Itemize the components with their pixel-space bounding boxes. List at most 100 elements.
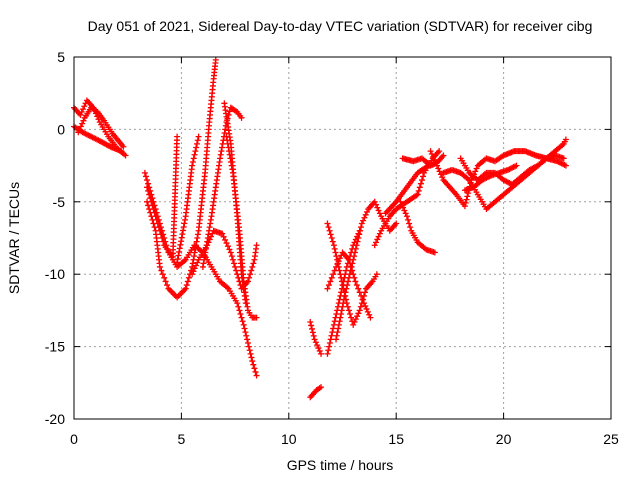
data-point: [190, 155, 197, 162]
data-point: [192, 148, 199, 155]
data-point: [435, 165, 442, 172]
data-point: [150, 206, 157, 213]
data-point: [344, 282, 351, 289]
data-point: [193, 140, 200, 147]
data-point: [190, 268, 197, 275]
data-point: [398, 201, 405, 208]
data-point: [406, 220, 413, 227]
data-point: [373, 201, 380, 208]
data-point: [157, 231, 164, 238]
data-point: [146, 191, 153, 198]
data-point: [354, 313, 361, 320]
data-point: [371, 198, 378, 205]
data-point: [189, 271, 196, 278]
data-point: [434, 162, 441, 169]
data-point: [81, 103, 88, 110]
data-point: [236, 307, 243, 314]
series-arc-22: [427, 148, 569, 210]
data-point: [174, 133, 181, 140]
data-point: [403, 213, 410, 220]
data-point: [174, 256, 181, 263]
data-point: [145, 180, 152, 187]
data-point: [182, 216, 189, 223]
data-point: [326, 343, 333, 350]
x-tick-label: 15: [388, 431, 404, 447]
data-point: [331, 267, 338, 274]
data-point: [179, 288, 186, 295]
data-point: [181, 220, 188, 227]
data-point: [356, 231, 363, 238]
data-point: [242, 300, 249, 307]
y-tick-label: -15: [45, 339, 65, 355]
data-point: [246, 274, 253, 281]
data-point: [308, 325, 315, 332]
data-point: [307, 318, 314, 325]
data-point: [239, 318, 246, 325]
data-point: [229, 256, 236, 263]
data-point: [228, 253, 235, 260]
data-point: [354, 238, 361, 245]
data-point: [243, 332, 250, 339]
data-point: [147, 195, 154, 202]
data-point: [238, 314, 245, 321]
series-arc-6: [144, 133, 181, 260]
data-point: [174, 259, 181, 266]
series-arc-7: [174, 133, 202, 266]
data-point: [338, 307, 345, 314]
data-point: [106, 143, 113, 150]
data-point: [120, 143, 127, 150]
series-arc-11: [221, 100, 249, 307]
data-point: [176, 248, 183, 255]
data-point: [171, 291, 178, 298]
data-point: [407, 224, 414, 231]
x-tick-label: 10: [281, 431, 297, 447]
data-point: [326, 227, 333, 234]
data-point: [234, 300, 241, 307]
data-point: [231, 260, 238, 267]
data-point: [345, 307, 352, 314]
data-point: [250, 260, 257, 267]
data-point: [235, 303, 242, 310]
data-point: [355, 235, 362, 241]
data-point: [174, 294, 181, 301]
data-point: [325, 282, 332, 289]
data-point: [347, 311, 354, 318]
x-tick-label: 5: [178, 431, 186, 447]
data-point: [348, 263, 355, 270]
data-point: [242, 329, 249, 336]
data-point: [76, 126, 83, 133]
data-point: [80, 106, 87, 113]
data-point: [346, 271, 353, 278]
data-point: [145, 187, 152, 194]
series-arc-12: [307, 384, 325, 401]
data-point: [431, 156, 438, 163]
x-tick-label: 0: [70, 431, 78, 447]
data-point: [232, 263, 239, 270]
data-point: [249, 263, 256, 270]
data-point: [329, 329, 336, 336]
data-point: [343, 285, 350, 292]
data-point: [324, 285, 331, 292]
data-point: [155, 224, 162, 231]
series-arc-4: [141, 169, 260, 379]
data-point: [164, 282, 171, 289]
data-point: [148, 198, 155, 205]
data-point: [175, 252, 182, 259]
plot-frame: [73, 56, 612, 420]
data-point: [397, 198, 404, 205]
data-point: [513, 162, 520, 169]
data-point: [240, 321, 247, 328]
data-point: [330, 242, 337, 249]
data-point: [253, 242, 260, 249]
data-point: [352, 245, 359, 252]
data-point: [162, 278, 169, 285]
data-point: [156, 263, 163, 270]
data-point: [75, 129, 82, 136]
data-point: [374, 236, 381, 243]
data-point: [393, 220, 400, 227]
data-point: [152, 213, 159, 220]
data-point: [118, 148, 125, 155]
data-point: [193, 262, 200, 269]
data-point: [141, 169, 148, 176]
